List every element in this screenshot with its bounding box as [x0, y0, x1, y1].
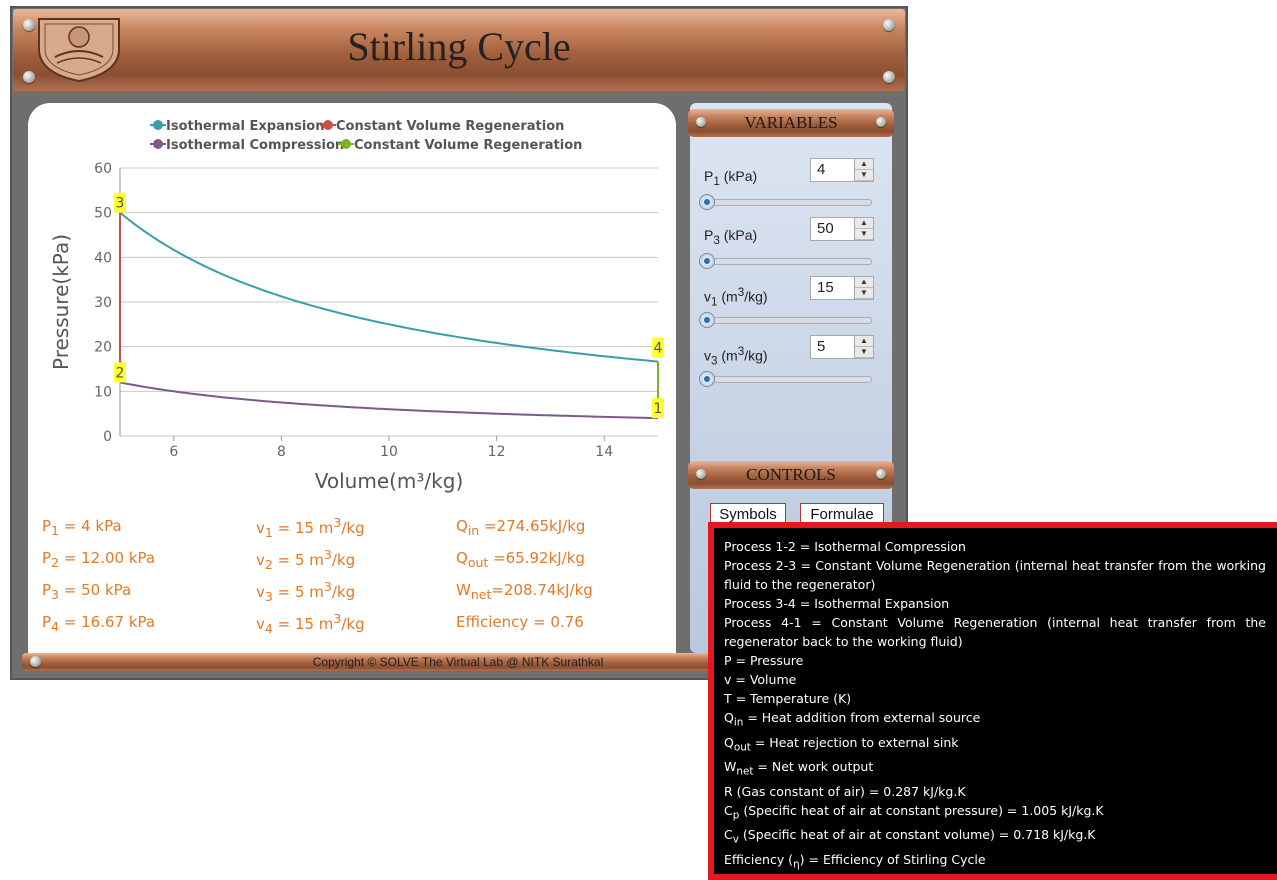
- spin-down-icon[interactable]: ▼: [855, 170, 873, 181]
- result-p1: P1 = 4 kPa: [42, 517, 122, 538]
- point-label: 1: [654, 401, 663, 417]
- screw-icon: [883, 19, 895, 31]
- screw-icon: [30, 656, 41, 667]
- nitk-logo-icon: [38, 18, 120, 83]
- x-tick-label: 8: [277, 444, 286, 460]
- spin-down-icon[interactable]: ▼: [855, 347, 873, 358]
- y-tick-label: 40: [94, 250, 112, 266]
- result-v2: v2 = 5 m3/kg: [256, 547, 356, 572]
- y-tick-label: 60: [94, 161, 112, 177]
- slider-knob[interactable]: [699, 253, 715, 269]
- x-tick-label: 10: [380, 444, 398, 460]
- result-v3: v3 = 5 m3/kg: [256, 579, 356, 604]
- formula-line: P = Pressure: [724, 653, 804, 668]
- series-line-2: [119, 381, 659, 420]
- result-p4: P4 = 16.67 kPa: [42, 613, 156, 634]
- v3-slider[interactable]: [699, 371, 872, 387]
- x-tick-label: 14: [595, 444, 613, 460]
- formula-line: Efficiency (η) = Efficiency of Stirling …: [724, 851, 986, 871]
- legend-label: Isothermal Expansion: [166, 119, 324, 134]
- x-axis-label: Volume(m³/kg): [315, 469, 464, 493]
- v1-slider[interactable]: [699, 312, 872, 328]
- title-bar: Stirling Cycle: [13, 9, 905, 91]
- screw-icon: [23, 19, 35, 31]
- variable-label: v1 (m3/kg): [704, 286, 768, 309]
- x-tick-label: 6: [169, 444, 178, 460]
- footer-bar: Copyright © SOLVE The Virtual Lab @ NITK…: [22, 653, 894, 671]
- legend-label: Constant Volume Regeneration: [336, 119, 564, 134]
- chart-panel: 0 10 20 30 40 50 60 6 8 10 12 14 Volume(m³/kg) Pressu…: [28, 103, 676, 653]
- v1-spinner[interactable]: 15 ▲ ▼: [810, 276, 874, 300]
- result-p3: P3 = 50 kPa: [42, 581, 132, 602]
- y-tick-label: 0: [103, 429, 112, 445]
- result-qin: Qin =274.65kJ/kg: [456, 517, 586, 538]
- point-marker-bg: [114, 362, 126, 383]
- point-label: 4: [654, 341, 663, 357]
- slider-knob[interactable]: [699, 194, 715, 210]
- y-tick-label: 30: [94, 295, 112, 311]
- spin-down-icon[interactable]: ▼: [855, 229, 873, 240]
- formula-line: Process 4-1 = Constant Volume Regenerati…: [724, 615, 1266, 649]
- screw-icon: [876, 469, 886, 479]
- formula-line: Cv (Specific heat of air at constant vol…: [724, 827, 1096, 846]
- p1-slider[interactable]: [699, 194, 872, 210]
- v3-spinner[interactable]: 5 ▲ ▼: [810, 335, 874, 359]
- point-marker-bg: [652, 398, 664, 419]
- point-label: 2: [116, 365, 125, 381]
- legend-label: Constant Volume Regeneration: [354, 138, 582, 153]
- point-marker-bg: [652, 337, 664, 358]
- variables-header: VARIABLES: [688, 109, 894, 137]
- page-title: Stirling Cycle: [347, 24, 571, 69]
- result-v4: v4 = 15 m3/kg: [256, 611, 365, 636]
- series-line-0: [119, 211, 659, 363]
- formula-line: Qin = Heat addition from external source: [724, 710, 981, 729]
- spin-up-icon[interactable]: ▲: [855, 336, 873, 347]
- screw-icon: [696, 117, 706, 127]
- y-tick-label: 50: [94, 206, 112, 222]
- formula-line: Process 1-2 = Isothermal Compression: [724, 539, 966, 554]
- variable-label: P3 (kPa): [704, 227, 758, 247]
- p1-spinner[interactable]: 4 ▲ ▼: [810, 158, 874, 182]
- result-wnet: Wnet=208.74kJ/kg: [456, 581, 593, 602]
- controls-header: CONTROLS: [688, 461, 894, 489]
- result-p2: P2 = 12.00 kPa: [42, 549, 156, 570]
- variable-label: P1 (kPa): [704, 168, 758, 188]
- spin-up-icon[interactable]: ▲: [855, 218, 873, 229]
- screw-icon: [876, 117, 886, 127]
- p3-slider[interactable]: [699, 253, 872, 269]
- x-tick-label: 12: [488, 444, 506, 460]
- spin-up-icon[interactable]: ▲: [855, 159, 873, 170]
- p3-spinner[interactable]: 50 ▲ ▼: [810, 217, 874, 241]
- result-qout: Qout =65.92kJ/kg: [456, 549, 585, 570]
- formula-line: Cp (Specific heat of air at constant pre…: [724, 802, 1104, 822]
- spin-down-icon[interactable]: ▼: [855, 288, 873, 299]
- point-label: 3: [116, 196, 125, 212]
- screw-icon: [883, 71, 895, 83]
- formula-line: Qout = Heat rejection to external sink: [724, 734, 959, 754]
- formula-line: Process 2-3 = Constant Volume Regenerati…: [724, 558, 1266, 592]
- copyright-text: Copyright © SOLVE The Virtual Lab @ NITK…: [312, 655, 604, 669]
- point-marker-bg: [114, 192, 126, 213]
- formula-line: T = Temperature (K): [724, 691, 852, 706]
- legend-label: Isothermal Compression: [166, 138, 344, 153]
- result-v1: v1 = 15 m3/kg: [256, 515, 365, 540]
- y-axis-label: Pressure(kPa): [49, 234, 73, 370]
- formula-line: R (Gas constant of air) = 0.287 kJ/kg.K: [724, 783, 966, 799]
- formulae-list: Process 1-2 = Isothermal Compression Proc…: [724, 537, 1266, 874]
- screw-icon: [696, 469, 706, 479]
- y-tick-label: 20: [94, 340, 112, 356]
- formula-line: Wnet = Net work output: [724, 759, 874, 778]
- result-efficiency: Efficiency = 0.76: [456, 613, 584, 631]
- formulae-popup: Process 1-2 = Isothermal Compression Proc…: [708, 522, 1277, 880]
- formula-line: Process 3-4 = Isothermal Expansion: [724, 596, 950, 611]
- slider-knob[interactable]: [699, 312, 715, 328]
- variable-label: v3 (m3/kg): [704, 345, 768, 368]
- spin-up-icon[interactable]: ▲: [855, 277, 873, 288]
- screw-icon: [23, 71, 35, 83]
- app-window: Stirling Cycle 0 10 20 30 40 50 60 6 8 10 12 14 Volu…: [10, 6, 908, 680]
- y-tick-label: 10: [94, 384, 112, 400]
- slider-knob[interactable]: [699, 371, 715, 387]
- formula-line: v = Volume: [724, 672, 797, 687]
